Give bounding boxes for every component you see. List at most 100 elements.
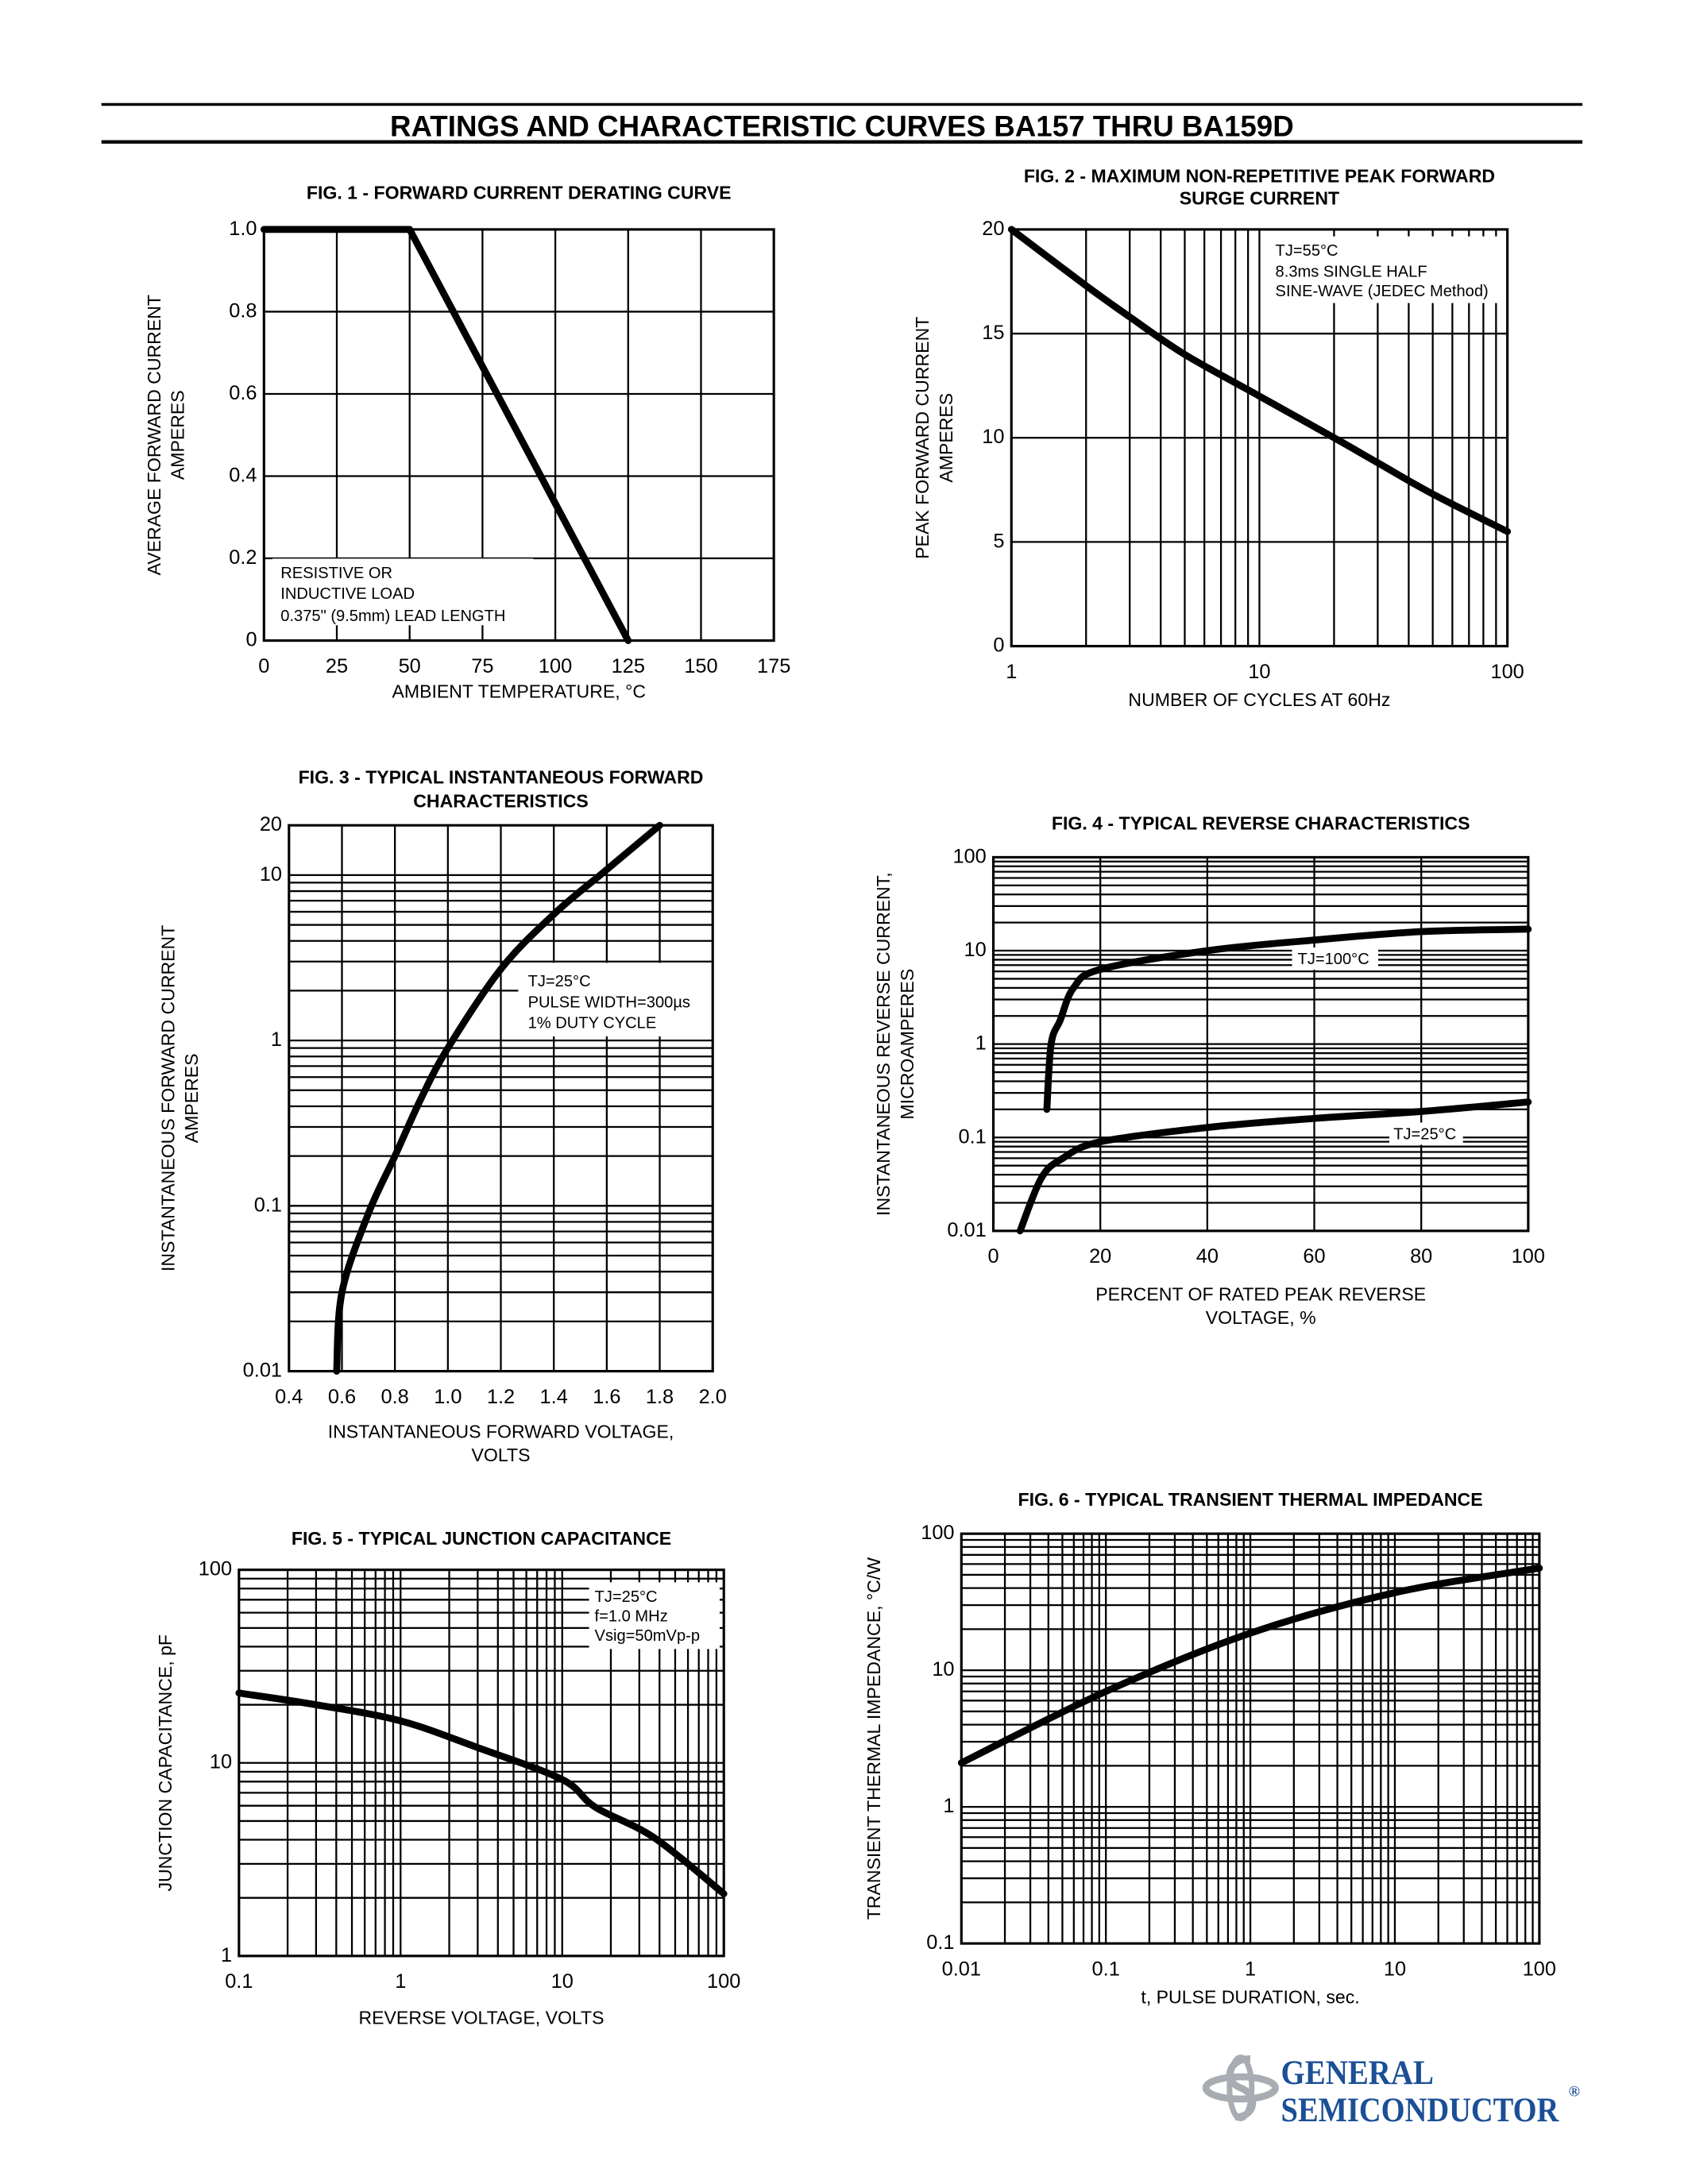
series-line-1 — [1007, 226, 1512, 535]
x-axis-label: AMBIENT TEMPERATURE, °C — [392, 681, 646, 701]
x-tick-label: 10 — [1248, 661, 1270, 683]
y-tick-label: 100 — [199, 1558, 232, 1580]
series-line-2 — [1016, 1098, 1532, 1235]
x-axis-label: t, PULSE DURATION, sec. — [1141, 1986, 1359, 2007]
figure-1: FIG. 1 - FORWARD CURRENT DERATING CURVE R… — [144, 182, 790, 701]
x-axis-label: VOLTS — [472, 1445, 531, 1465]
series-line-1 — [260, 226, 632, 644]
logo-line-2: SEMICONDUCTOR — [1281, 2091, 1559, 2129]
x-axis-label: PERCENT OF RATED PEAK REVERSE — [1095, 1283, 1426, 1304]
annotation-text: 8.3ms SINGLE HALF — [1276, 263, 1427, 280]
x-tick-label: 60 — [1303, 1245, 1325, 1268]
y-tick-label: 0.2 — [229, 546, 257, 569]
series-label: TJ=100°C — [1298, 951, 1369, 968]
series-label-background — [1389, 1122, 1463, 1145]
grid — [288, 824, 714, 1372]
x-tick-label: 100 — [1490, 661, 1524, 683]
y-tick-label: 100 — [921, 1522, 954, 1544]
x-tick-label: 1.8 — [646, 1386, 674, 1408]
annotation-background — [272, 558, 534, 626]
plot-frame — [960, 1532, 1541, 1945]
grid — [960, 1533, 1540, 1945]
charts: FIG. 1 - FORWARD CURRENT DERATING CURVE R… — [144, 165, 1556, 2028]
y-tick-label: 100 — [952, 845, 986, 867]
y-axis-label: TRANSIENT THERMAL IMPEDANCE, °C/W — [863, 1557, 884, 1920]
annotation-text: INDUCTIVE LOAD — [280, 585, 415, 603]
y-tick-label: 0.8 — [229, 299, 257, 322]
y-tick-label: 1.0 — [229, 218, 257, 240]
x-tick-label: 100 — [539, 655, 572, 677]
figure-3: FIG. 3 - TYPICAL INSTANTANEOUS FORWARDCH… — [157, 767, 726, 1465]
x-tick-label: 150 — [684, 655, 717, 677]
figure-title: FIG. 6 - TYPICAL TRANSIENT THERMAL IMPED… — [1018, 1489, 1483, 1510]
annotation-background — [589, 1582, 720, 1650]
page-title: RATINGS AND CHARACTERISTIC CURVES BA157 … — [390, 110, 1294, 143]
figure-title: FIG. 5 - TYPICAL JUNCTION CAPACITANCE — [292, 1528, 671, 1549]
plot-frame — [262, 228, 775, 642]
y-axis-label: INSTANTANEOUS FORWARD CURRENT — [157, 925, 178, 1271]
x-tick-label: 0.1 — [1092, 1958, 1120, 1980]
series-line-1 — [333, 821, 663, 1375]
y-tick-label: 0 — [993, 635, 1004, 657]
x-tick-label: 0.6 — [328, 1386, 356, 1408]
logo-line-1: GENERAL — [1281, 2054, 1434, 2092]
x-tick-label: 1 — [1006, 661, 1017, 683]
y-tick-label: 20 — [982, 218, 1004, 240]
logo-emblem-icon — [1202, 2055, 1279, 2121]
figure-title: FIG. 3 - TYPICAL INSTANTANEOUS FORWARD — [299, 767, 704, 788]
figure-title: CHARACTERISTICS — [413, 790, 589, 811]
x-axis-label: NUMBER OF CYCLES AT 60Hz — [1128, 689, 1390, 710]
y-axis-label: PEAK FORWARD CURRENT — [912, 317, 933, 559]
x-tick-label: 2.0 — [699, 1386, 727, 1408]
x-tick-label: 25 — [326, 655, 348, 677]
y-axis-label: AMPERES — [936, 393, 956, 483]
annotation-text: TJ=25°C — [595, 1588, 658, 1606]
x-tick-label: 20 — [1089, 1245, 1111, 1268]
y-tick-label: 1 — [221, 1944, 232, 1966]
y-tick-label: 1 — [975, 1032, 987, 1055]
x-tick-label: 1.0 — [434, 1386, 462, 1408]
x-tick-label: 175 — [757, 655, 790, 677]
x-axis-label: INSTANTANEOUS FORWARD VOLTAGE, — [328, 1421, 674, 1441]
company-logo: GENERAL SEMICONDUCTOR ® — [1202, 2054, 1580, 2129]
x-tick-label: 100 — [1512, 1245, 1545, 1268]
y-axis-label: AMPERES — [168, 390, 188, 480]
series-label: TJ=25°C — [1393, 1125, 1456, 1143]
y-tick-label: 0.01 — [947, 1219, 986, 1241]
x-tick-label: 125 — [612, 655, 645, 677]
x-tick-label: 100 — [707, 1970, 740, 1993]
logo-registered-mark: ® — [1569, 2084, 1580, 2101]
x-tick-label: 100 — [1523, 1958, 1556, 1980]
y-tick-label: 10 — [964, 939, 987, 961]
y-tick-label: 0.4 — [229, 465, 257, 487]
y-axis-label: MICROAMPERES — [897, 969, 917, 1120]
x-tick-label: 0.1 — [225, 1970, 253, 1993]
annotation-text: 0.375" (9.5mm) LEAD LENGTH — [280, 608, 505, 625]
y-axis-label: JUNCTION CAPACITANCE, pF — [155, 1634, 176, 1892]
plot-frame — [1010, 228, 1509, 648]
x-tick-label: 40 — [1196, 1245, 1219, 1268]
x-axis-label: REVERSE VOLTAGE, VOLTS — [358, 2008, 604, 2028]
annotation-text: f=1.0 MHz — [595, 1607, 668, 1625]
series-line-1 — [957, 1565, 1543, 1767]
plot-frame — [288, 824, 714, 1373]
figure-5: FIG. 5 - TYPICAL JUNCTION CAPACITANCE TJ=… — [155, 1528, 740, 2028]
y-tick-label: 0.1 — [959, 1125, 987, 1148]
x-tick-label: 1.6 — [593, 1386, 620, 1408]
series-label-background — [1292, 947, 1378, 970]
plot-frame — [991, 855, 1530, 1233]
y-tick-label: 0.01 — [243, 1360, 282, 1382]
annotation-text: PULSE WIDTH=300µs — [528, 994, 690, 1011]
x-tick-label: 0.01 — [942, 1958, 981, 1980]
annotation-text: 1% DUTY CYCLE — [528, 1015, 657, 1032]
y-tick-label: 10 — [982, 426, 1004, 448]
x-tick-label: 0.4 — [275, 1386, 303, 1408]
annotation-text: RESISTIVE OR — [280, 565, 392, 582]
y-tick-label: 10 — [260, 863, 282, 886]
x-tick-label: 1 — [1245, 1958, 1256, 1980]
y-tick-label: 1 — [943, 1795, 954, 1817]
x-tick-label: 10 — [551, 1970, 574, 1993]
figure-4: FIG. 4 - TYPICAL REVERSE CHARACTERISTICS… — [873, 812, 1545, 1328]
annotation-background — [1267, 236, 1504, 303]
